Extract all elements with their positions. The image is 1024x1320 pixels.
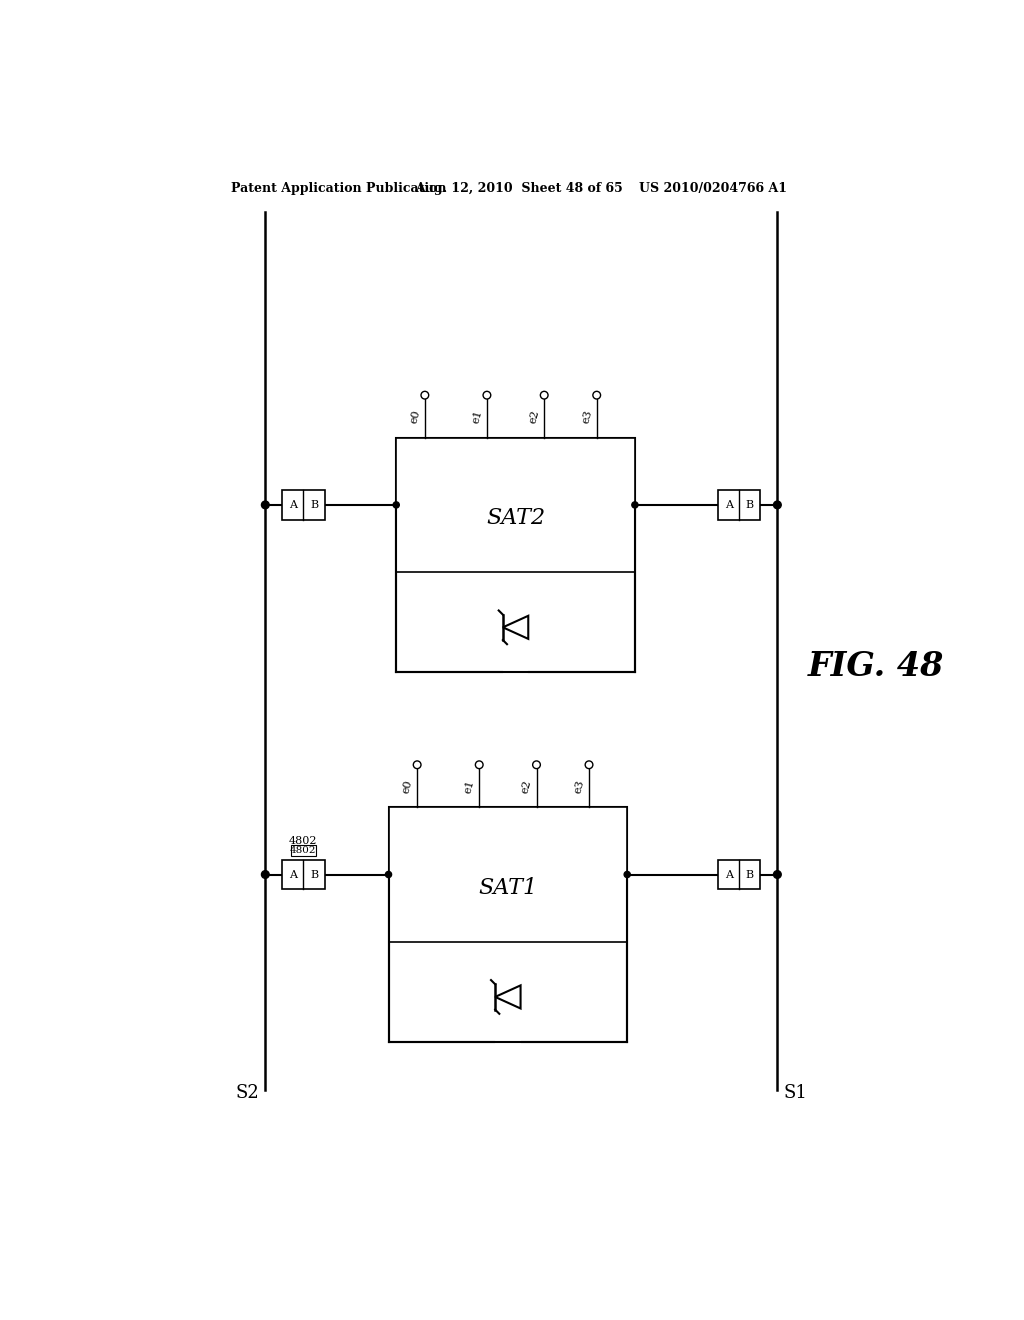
Text: e2: e2 [528, 409, 541, 425]
Circle shape [385, 871, 391, 878]
Circle shape [625, 871, 631, 878]
Bar [388, 807, 628, 942]
Circle shape [261, 502, 269, 508]
Circle shape [483, 391, 490, 399]
Text: Patent Application Publication: Patent Application Publication [230, 182, 446, 194]
Circle shape [632, 502, 638, 508]
Text: e0: e0 [409, 409, 422, 425]
Bar [718, 490, 761, 520]
Text: B: B [745, 500, 754, 510]
Circle shape [532, 760, 541, 768]
Circle shape [261, 871, 269, 878]
Text: A: A [289, 870, 297, 879]
Bar [283, 859, 325, 890]
Bar [291, 845, 315, 857]
Circle shape [593, 391, 600, 399]
Text: SAT2: SAT2 [486, 507, 545, 529]
Text: e1: e1 [471, 409, 483, 425]
Text: SAT1: SAT1 [478, 876, 538, 899]
Bar [388, 807, 628, 1041]
Circle shape [585, 760, 593, 768]
Text: FIG. 48: FIG. 48 [808, 651, 944, 684]
Bar [396, 437, 635, 573]
Text: B: B [310, 500, 318, 510]
Bar [396, 437, 635, 672]
Text: B: B [745, 870, 754, 879]
Bar [718, 859, 761, 890]
Circle shape [773, 502, 781, 508]
Text: S1: S1 [783, 1084, 807, 1102]
Text: 4802: 4802 [290, 846, 316, 855]
Circle shape [421, 391, 429, 399]
Text: A: A [725, 870, 732, 879]
Text: e1: e1 [463, 779, 476, 795]
Text: e0: e0 [400, 779, 414, 795]
Text: 4802: 4802 [289, 836, 317, 846]
Text: Aug. 12, 2010  Sheet 48 of 65: Aug. 12, 2010 Sheet 48 of 65 [416, 182, 624, 194]
Bar [283, 490, 325, 520]
Circle shape [475, 760, 483, 768]
Circle shape [393, 502, 399, 508]
Text: e3: e3 [581, 409, 594, 425]
Circle shape [541, 391, 548, 399]
Text: A: A [725, 500, 732, 510]
Text: B: B [310, 870, 318, 879]
Circle shape [773, 871, 781, 878]
Text: S2: S2 [236, 1084, 259, 1102]
Text: US 2010/0204766 A1: US 2010/0204766 A1 [639, 182, 786, 194]
Circle shape [414, 760, 421, 768]
Text: A: A [289, 500, 297, 510]
Text: e3: e3 [572, 779, 586, 795]
Text: e2: e2 [520, 779, 534, 795]
